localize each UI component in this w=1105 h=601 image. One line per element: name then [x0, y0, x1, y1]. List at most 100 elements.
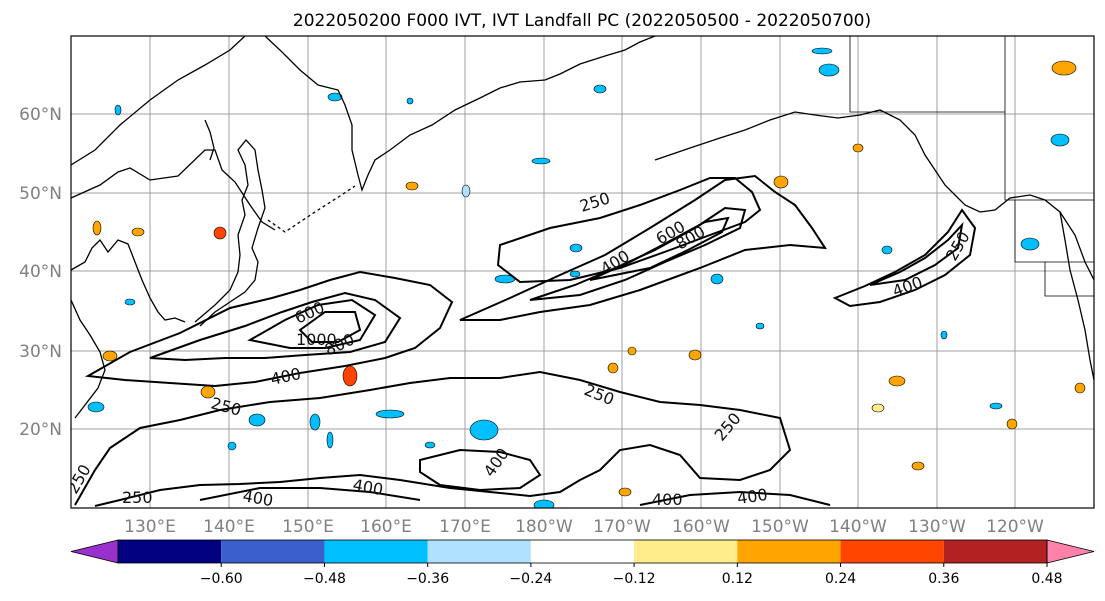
- lon-label: 140°W: [829, 517, 887, 537]
- lon-label: 160°W: [672, 517, 730, 537]
- positive-anomaly-patch: [1074, 382, 1086, 394]
- positive-anomaly-patch: [688, 349, 702, 361]
- lon-label: 130°W: [908, 517, 966, 537]
- contour-label: 1000: [296, 330, 337, 349]
- negative-anomaly-patch: [881, 245, 893, 255]
- positive-anomaly-patch: [131, 227, 145, 237]
- colorbar-tick-label: 0.36: [928, 571, 959, 587]
- negative-anomaly-patch: [87, 401, 105, 413]
- negative-anomaly-patch: [326, 431, 334, 449]
- positive-anomaly-patch: [342, 365, 358, 387]
- colorbar-tick-label: 0.24: [825, 571, 856, 587]
- positive-anomaly-patch: [627, 346, 637, 356]
- lat-label: 50°N: [19, 184, 62, 204]
- colorbar-segment: [221, 540, 325, 563]
- latitude-labels: 60°N 50°N 40°N 30°N 20°N: [19, 105, 62, 440]
- colorbar-tick-label: −0.48: [303, 571, 346, 587]
- negative-anomaly-patch: [710, 273, 724, 285]
- yukon-border: [849, 36, 1005, 113]
- ivt-contour-400: [419, 448, 542, 492]
- longitude-labels: 130°E 140°E 150°E 160°E 170°E 180°W 170°…: [124, 517, 1044, 537]
- lon-label: 130°E: [124, 517, 176, 537]
- negative-anomaly-patch: [1020, 237, 1040, 251]
- negative-anomaly-patch: [424, 441, 436, 449]
- anomaly-patches: [87, 47, 1086, 508]
- ivt-contour-250: [832, 208, 977, 308]
- coastlines: [71, 36, 1094, 419]
- colorbar-frame: [117, 539, 1048, 564]
- negative-anomaly-patch: [569, 270, 581, 278]
- ivt-contour-250: [496, 177, 762, 284]
- negative-anomaly-patch: [461, 184, 471, 198]
- lat-label: 20°N: [19, 420, 62, 440]
- map-title: 2022050200 F000 IVT, IVT Landfall PC (20…: [293, 11, 871, 31]
- negative-anomaly-patch: [940, 330, 948, 340]
- negative-anomaly-patch: [124, 298, 136, 306]
- colorbar-segment: [840, 540, 944, 563]
- negative-anomaly-patch: [327, 92, 343, 102]
- negative-anomaly-patch: [469, 419, 499, 441]
- positive-anomaly-patch: [1051, 60, 1077, 76]
- lon-label: 170°W: [593, 517, 651, 537]
- lon-label: 150°E: [282, 517, 334, 537]
- negative-anomaly-patch: [755, 322, 765, 330]
- colorbar-segment: [427, 540, 531, 563]
- china-coastline: [71, 299, 106, 419]
- state-borders: [849, 36, 1094, 297]
- lon-label: 140°E: [203, 517, 255, 537]
- negative-anomaly-patch: [309, 413, 321, 431]
- positive-anomaly-patch: [405, 181, 419, 191]
- positive-anomaly-patch: [92, 220, 102, 236]
- colorbar-tick-label: −0.12: [613, 571, 656, 587]
- negative-anomaly-patch: [818, 63, 840, 77]
- ivt-contour-1000: [298, 311, 362, 343]
- colorbar-tick-label: −0.36: [406, 571, 449, 587]
- ivt-contour-400: [639, 490, 831, 506]
- colorbar-extend-high: [1046, 539, 1095, 564]
- bc-border: [1004, 36, 1094, 201]
- negative-anomaly-patch: [114, 104, 122, 116]
- colorbar-segment: [324, 540, 428, 563]
- contour-label: 400: [652, 490, 683, 509]
- ivt-contour-400: [869, 221, 964, 286]
- colorbar-tick-label: 0.12: [722, 571, 753, 587]
- negative-anomaly-patch: [533, 499, 555, 508]
- negative-anomaly-patch: [531, 157, 551, 165]
- japan-coastline: [194, 138, 266, 327]
- ivt-contour-600: [589, 216, 730, 281]
- ivt-contour-400: [199, 487, 421, 501]
- colorbar-segment: [634, 540, 738, 563]
- positive-anomaly-patch: [213, 226, 227, 240]
- negative-anomaly-patch: [248, 413, 266, 427]
- lon-label: 160°E: [360, 517, 412, 537]
- ivt-contour-400: [149, 291, 402, 362]
- positive-anomaly-patch: [102, 350, 118, 362]
- asia-coastline: [71, 149, 276, 231]
- colorbar-tick-label: 0.48: [1031, 571, 1062, 587]
- positive-anomaly-patch: [852, 143, 864, 153]
- map-frame: [70, 35, 1095, 509]
- ivt-contour-250: [459, 174, 827, 321]
- contour-label: 250: [122, 488, 153, 507]
- lon-label: 120°W: [986, 517, 1044, 537]
- lon-label: 180°W: [515, 517, 573, 537]
- positive-anomaly-patch: [888, 375, 906, 387]
- lon-label: 150°W: [751, 517, 809, 537]
- lat-label: 30°N: [19, 342, 62, 362]
- lat-label: 40°N: [19, 262, 62, 282]
- negative-anomaly-patch: [1050, 133, 1070, 147]
- korea-coastline: [71, 238, 186, 323]
- ivt-contours: [74, 174, 977, 507]
- colorbar-segment: [737, 540, 841, 563]
- alaska-na-coastline: [654, 109, 1094, 281]
- negative-anomaly-patch: [569, 243, 583, 253]
- kuril-islands: [267, 185, 356, 233]
- contour-label: 400: [736, 485, 769, 508]
- graticule: [71, 36, 1094, 508]
- positive-anomaly-patch: [618, 487, 632, 497]
- negative-anomaly-patch: [375, 409, 405, 419]
- negative-anomaly-patch: [406, 97, 414, 105]
- ivt-contour-250: [84, 270, 454, 388]
- colorbar-segment: [530, 540, 635, 563]
